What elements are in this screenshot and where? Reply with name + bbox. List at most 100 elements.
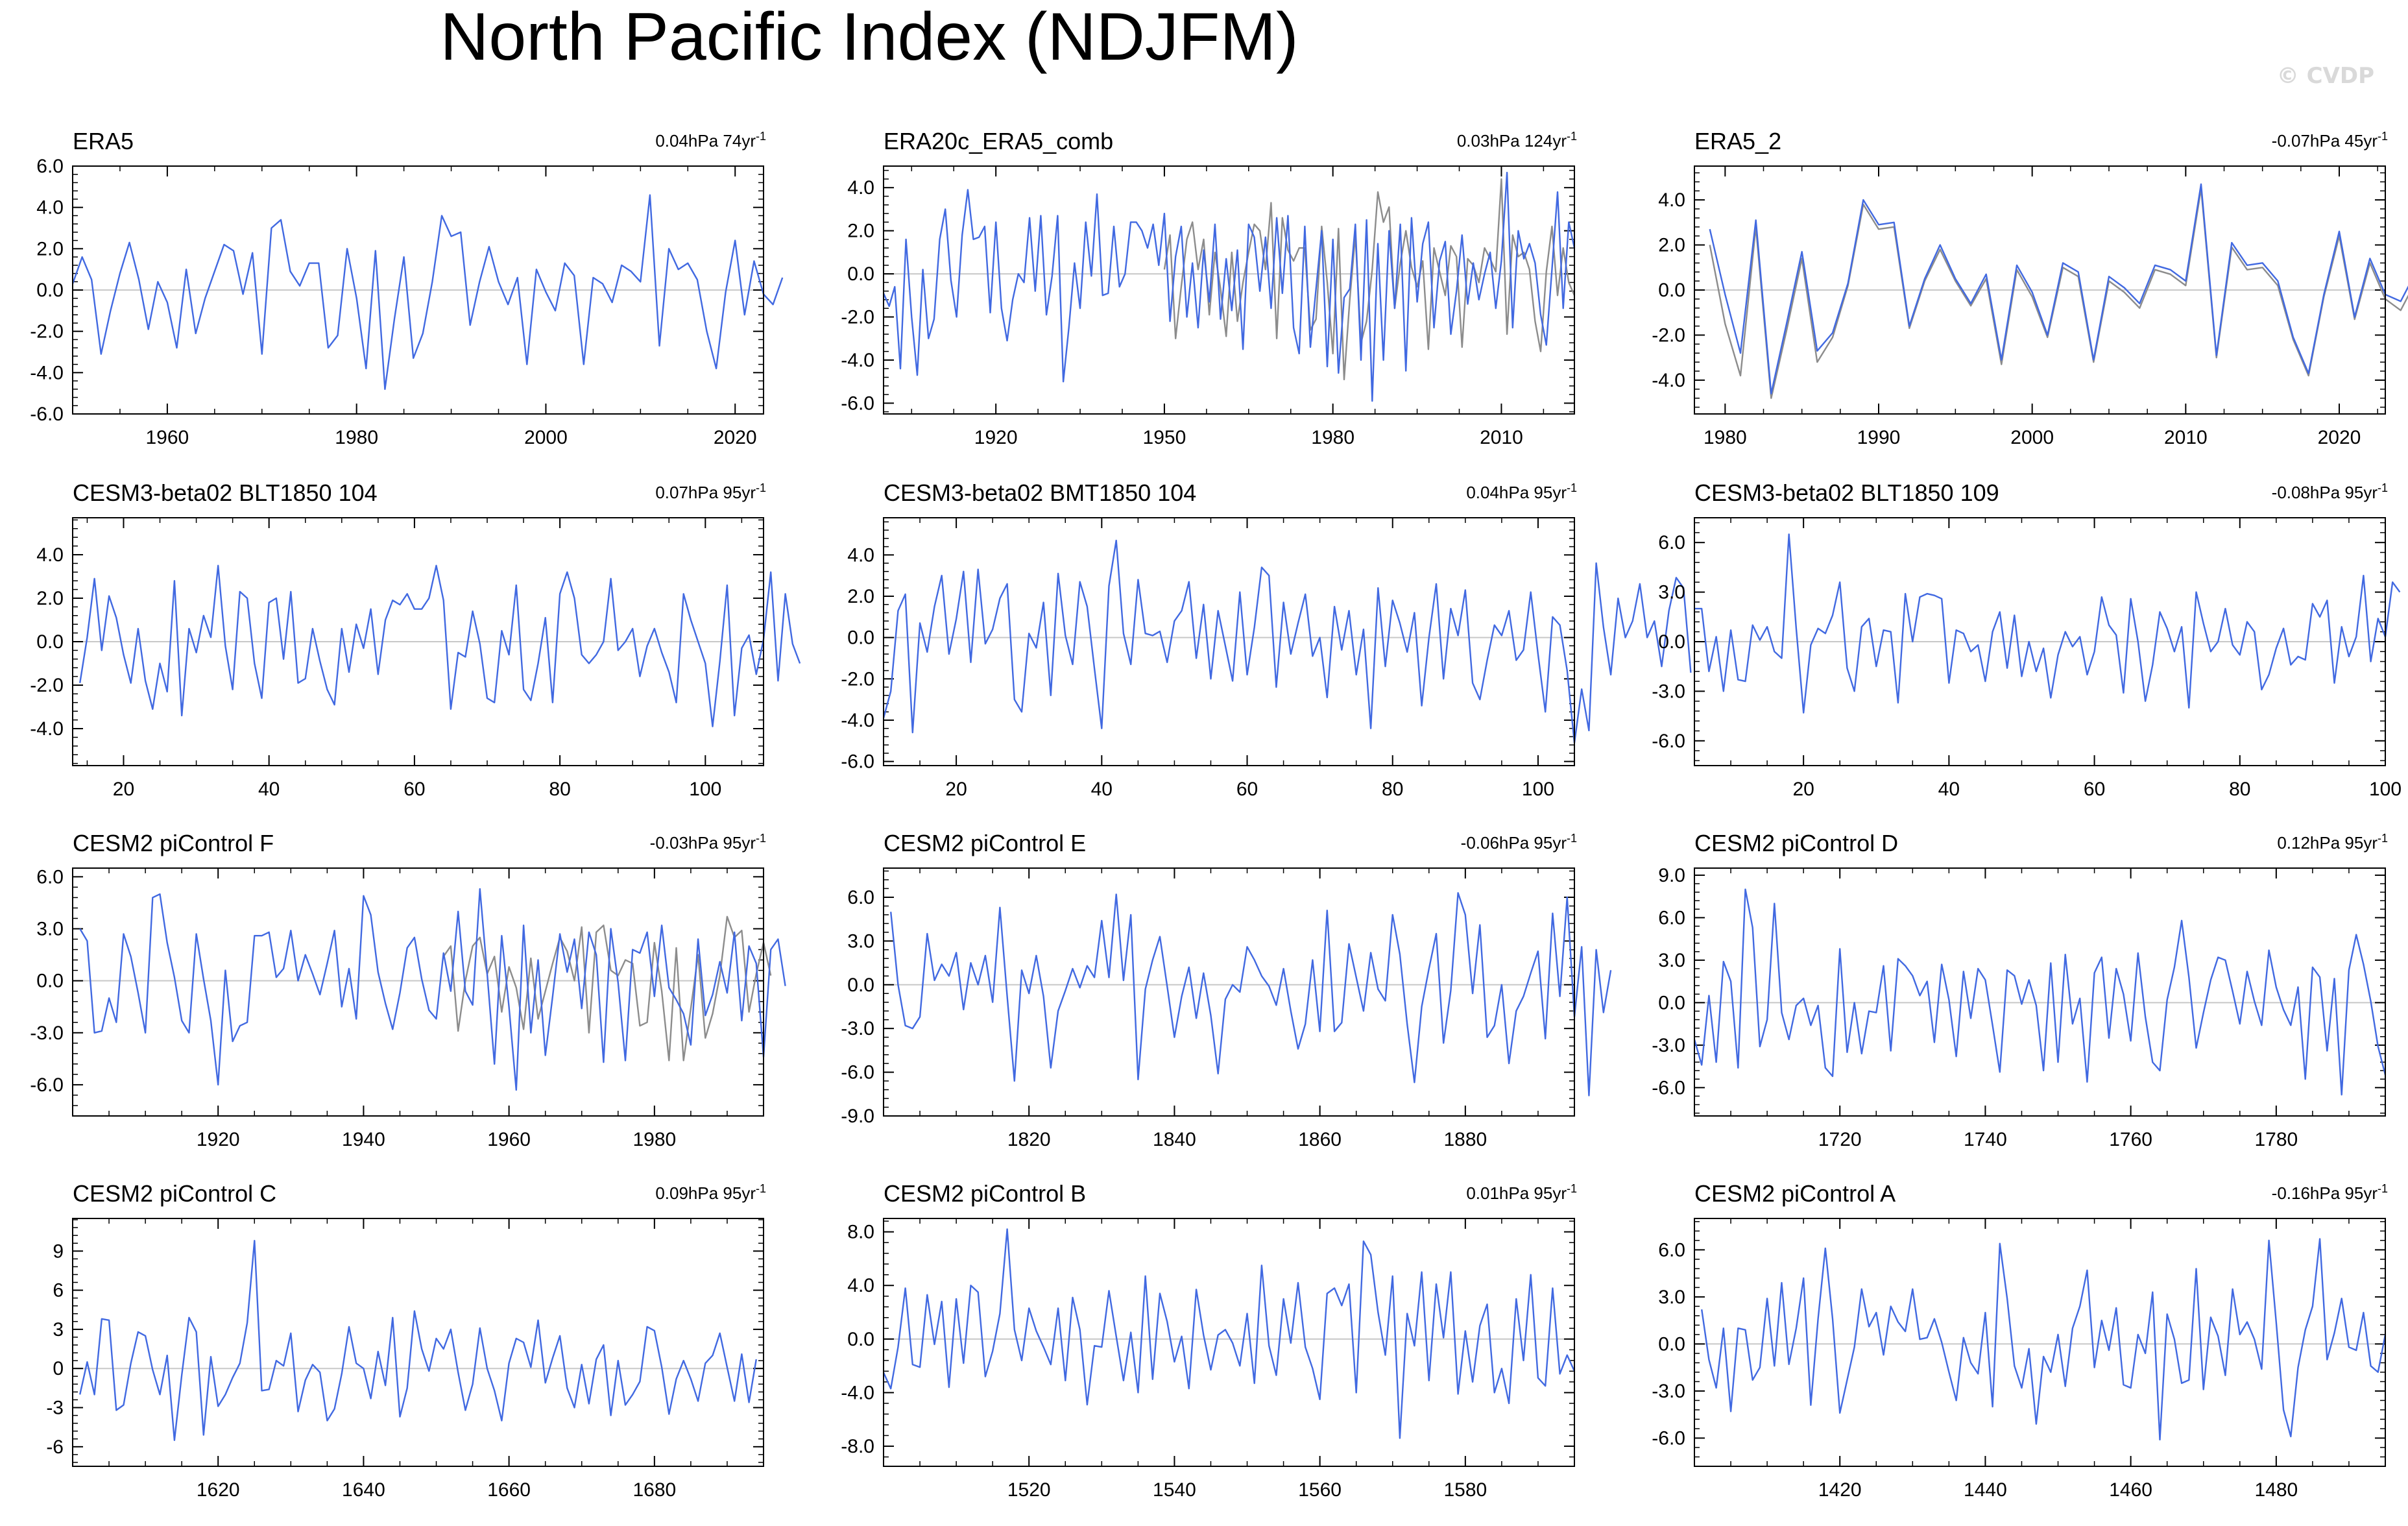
chart-panel: ERA5_2 -0.07hPa 45yr-1 4.0 2.0 0.0 -2.0 -4.0 19…	[1652, 128, 2408, 448]
y-tick-label: 8.0	[847, 1222, 874, 1243]
y-tick-label: -6.0	[841, 393, 874, 414]
cvdp-watermark: © CVDP	[2277, 63, 2374, 89]
x-tick-label: 2010	[2164, 427, 2208, 448]
y-tick-label: -6.0	[841, 751, 874, 773]
series-line-primary	[1701, 1238, 2387, 1441]
figure-title: North Pacific Index (NDJFM)	[440, 0, 1298, 75]
y-tick-label: -4.0	[30, 362, 64, 383]
panel-title: CESM2 piControl F	[73, 830, 274, 856]
series-line-primary	[79, 1239, 757, 1442]
x-tick-label: 1840	[1153, 1129, 1196, 1150]
y-tick-label: 4.0	[847, 544, 874, 566]
y-tick-label: 2.0	[36, 238, 64, 260]
trend-label: 0.04hPa 95yr-1	[1466, 481, 1577, 502]
y-tick-label: -3.0	[1652, 681, 1685, 702]
y-tick-label: -3	[46, 1398, 64, 1419]
y-tick-label: 0.0	[1658, 631, 1685, 653]
plot-frame	[883, 867, 1575, 1117]
y-tick-label: 0.0	[847, 1329, 874, 1350]
plot-frame	[883, 165, 1575, 415]
trend-exponent: -1	[2378, 1182, 2388, 1195]
trend-exponent: -1	[756, 481, 766, 494]
plot-frame	[72, 1218, 764, 1467]
x-tick-label: 2020	[714, 427, 757, 448]
panel-title: ERA20c_ERA5_comb	[884, 128, 1113, 154]
x-tick-label: 20	[113, 779, 134, 800]
y-tick-label: 0.0	[1658, 992, 1685, 1013]
x-tick-label: 1980	[1704, 427, 1747, 448]
x-tick-label: 1980	[335, 427, 378, 448]
y-tick-label: 2.0	[1658, 235, 1685, 256]
trend-label: -0.07hPa 45yr-1	[2272, 130, 2388, 151]
y-tick-label: -6.0	[1652, 731, 1685, 752]
plot-frame	[1694, 517, 2386, 766]
y-tick-label: 2.0	[847, 586, 874, 607]
y-tick-label: -4.0	[841, 1382, 874, 1403]
trend-label: -0.03hPa 95yr-1	[650, 832, 766, 853]
x-tick-label: 1880	[1443, 1129, 1487, 1150]
plot-frame	[72, 165, 764, 415]
trend-exponent: -1	[756, 1182, 766, 1195]
y-tick-label: -2.0	[30, 321, 64, 343]
x-tick-label: 2020	[2318, 427, 2361, 448]
y-tick-label: -9.0	[841, 1106, 874, 1127]
x-tick-label: 1940	[342, 1129, 385, 1150]
y-tick-label: 0.0	[847, 263, 874, 285]
chart-panel: ERA20c_ERA5_comb 0.03hPa 124yr-1 4.0 2.0 0.0…	[841, 128, 1577, 448]
x-tick-label: 100	[2369, 779, 2402, 800]
trend-label: 0.04hPa 74yr-1	[655, 130, 766, 151]
series-line-primary	[71, 194, 784, 390]
x-tick-label: 1740	[1964, 1129, 2007, 1150]
x-tick-label: 2010	[1480, 427, 1523, 448]
y-tick-label: -6.0	[841, 1062, 874, 1084]
plot-frame	[1694, 165, 2386, 415]
x-tick-label: 20	[1792, 779, 1814, 800]
series-line-secondary	[1709, 188, 2408, 399]
trend-label: 0.01hPa 95yr-1	[1466, 1182, 1577, 1203]
plot-frame	[1694, 1218, 2386, 1467]
y-tick-label: 4.0	[36, 544, 64, 566]
trend-exponent: -1	[1567, 1182, 1577, 1195]
x-tick-label: 1520	[1007, 1479, 1051, 1501]
x-tick-label: 2000	[524, 427, 568, 448]
x-tick-label: 100	[1522, 779, 1554, 800]
series-line-primary	[1709, 183, 2408, 394]
y-tick-label: -2.0	[30, 675, 64, 696]
x-tick-label: 1980	[632, 1129, 676, 1150]
panel-title: ERA5_2	[1694, 128, 1781, 154]
panel-title: CESM2 piControl E	[884, 830, 1086, 856]
x-tick-label: 1950	[1143, 427, 1186, 448]
plot-frame	[72, 867, 764, 1117]
x-tick-label: 1820	[1007, 1129, 1051, 1150]
panel-title: CESM2 piControl A	[1694, 1180, 1896, 1207]
x-tick-label: 1920	[974, 427, 1018, 448]
y-tick-label: 2.0	[847, 221, 874, 242]
y-tick-label: -2.0	[841, 668, 874, 690]
y-tick-label: -6.0	[30, 1074, 64, 1096]
x-tick-label: 1640	[342, 1479, 385, 1501]
y-tick-label: 0.0	[1658, 280, 1685, 301]
y-tick-label: -3.0	[1652, 1381, 1685, 1402]
x-tick-label: 1680	[632, 1479, 676, 1501]
series-line-primary	[1694, 533, 2401, 714]
trend-exponent: -1	[1567, 481, 1577, 494]
x-tick-label: 1580	[1443, 1479, 1487, 1501]
plot-frame	[883, 517, 1575, 766]
trend-exponent: -1	[2378, 481, 2388, 494]
chart-panel: CESM2 piControl B 0.01hPa 95yr-1 8.0 4.0 0.0…	[841, 1180, 1577, 1501]
chart-panel: CESM2 piControl F -0.03hPa 95yr-1 6.0 3.0 0.…	[30, 830, 786, 1150]
x-tick-label: 40	[1938, 779, 1960, 800]
trend-exponent: -1	[756, 130, 766, 143]
y-tick-label: -2.0	[1652, 324, 1685, 346]
y-tick-label: 9.0	[1658, 865, 1685, 886]
y-tick-label: 6	[53, 1280, 64, 1302]
trend-exponent: -1	[1567, 832, 1577, 845]
x-tick-label: 1620	[197, 1479, 240, 1501]
series-line-primary	[79, 888, 786, 1091]
trend-exponent: -1	[2378, 832, 2388, 845]
x-tick-label: 80	[2229, 779, 2250, 800]
series-line-primary	[890, 891, 1612, 1096]
chart-panel: CESM2 piControl A -0.16hPa 95yr-1 6.0 3.0 0.…	[1652, 1180, 2388, 1501]
y-tick-label: 6.0	[1658, 532, 1685, 553]
